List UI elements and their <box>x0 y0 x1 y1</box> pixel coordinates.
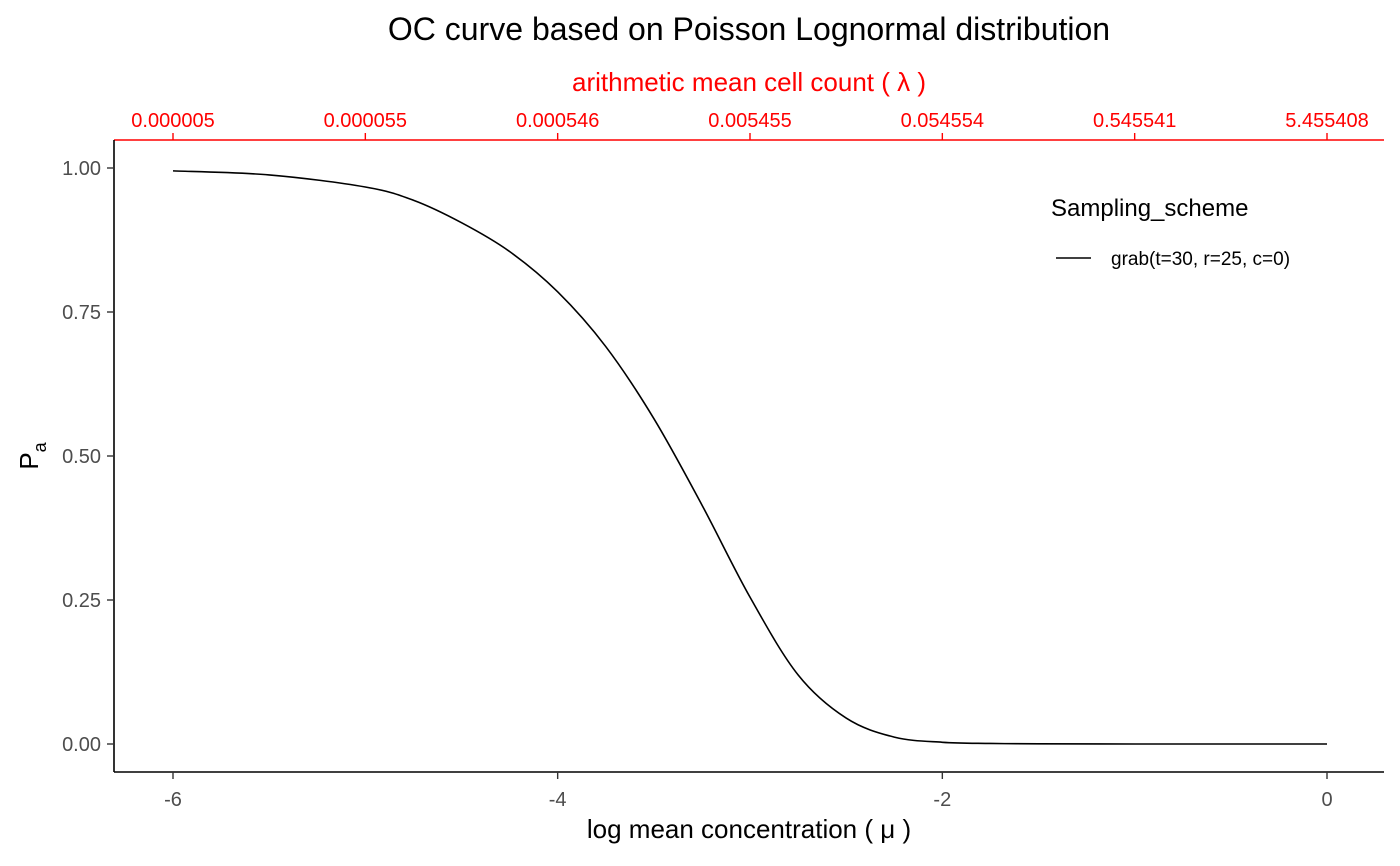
y-axis-title-subscript: a <box>30 441 50 452</box>
secondary-x-tick-label: 0.545541 <box>1093 110 1176 132</box>
x-axis-title: log mean concentration ( μ ) <box>587 814 911 844</box>
svg-text:Pa: Pa <box>14 441 50 469</box>
y-tick-label: 0.50 <box>62 446 101 468</box>
secondary-x-tick-label: 0.000005 <box>131 110 214 132</box>
x-axis: -6 -4 -2 0 <box>114 771 1384 811</box>
secondary-x-tick-label: 0.000546 <box>516 110 599 132</box>
y-axis-title-main: P <box>14 452 44 469</box>
y-tick-label: 1.00 <box>62 158 101 180</box>
y-axis-title: Pa <box>14 441 50 469</box>
secondary-x-axis-title: arithmetic mean cell count ( λ ) <box>572 67 926 97</box>
secondary-x-axis: 0.000005 0.000055 0.000546 0.005455 0.054554… <box>114 110 1384 141</box>
x-tick-label: -4 <box>549 789 567 811</box>
y-tick-label: 0.00 <box>62 734 101 756</box>
legend-item-label: grab(t=30, r=25, c=0) <box>1111 249 1290 270</box>
x-tick-label: -6 <box>164 789 182 811</box>
secondary-x-tick-label: 0.000055 <box>324 110 407 132</box>
secondary-x-tick-label: 0.054554 <box>901 110 984 132</box>
y-axis: 0.00 0.25 0.50 0.75 1.00 <box>62 140 115 772</box>
x-tick-label: 0 <box>1321 789 1332 811</box>
chart-title: OC curve based on Poisson Lognormal dist… <box>388 11 1110 47</box>
secondary-x-tick-label: 5.455408 <box>1285 110 1368 132</box>
x-tick-label: -2 <box>933 789 951 811</box>
legend-title: Sampling_scheme <box>1051 195 1248 222</box>
oc-curve-line <box>172 170 1327 745</box>
y-tick-label: 0.75 <box>62 302 101 324</box>
legend: Sampling_scheme grab(t=30, r=25, c=0) <box>1051 195 1290 270</box>
secondary-x-tick-label: 0.005455 <box>708 110 791 132</box>
y-tick-label: 0.25 <box>62 590 101 612</box>
